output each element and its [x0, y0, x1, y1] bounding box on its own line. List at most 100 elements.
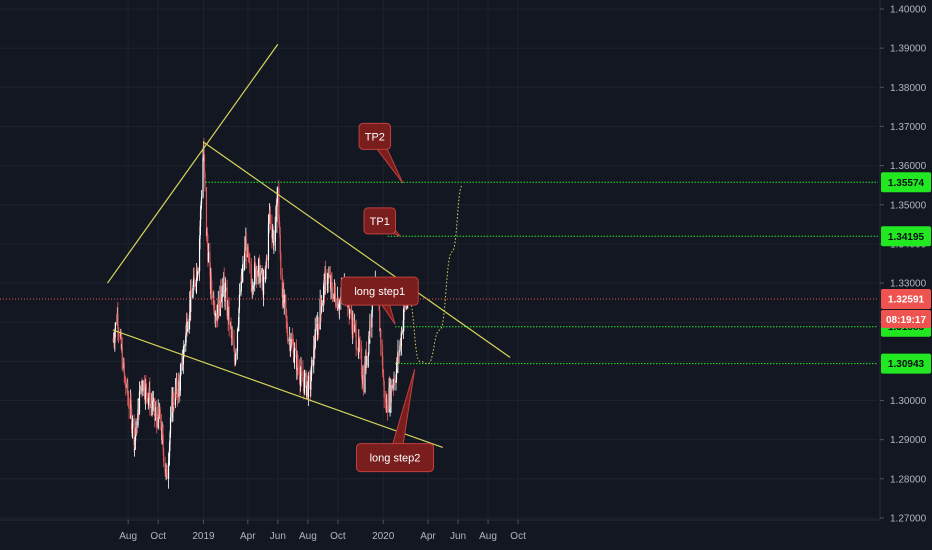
candle-body: [240, 274, 243, 290]
candle-body: [196, 273, 199, 278]
callout-TP1[interactable]: TP1: [363, 207, 401, 237]
trendline-1[interactable]: [107, 43, 279, 284]
candle-body: [361, 375, 363, 381]
candle-body: [403, 307, 405, 321]
candle-body: [221, 286, 223, 300]
trendline-2[interactable]: [203, 141, 511, 358]
x-tick-label: Aug: [119, 531, 137, 542]
candle-body: [333, 293, 335, 300]
candle-body: [266, 257, 268, 261]
candle-body: [145, 382, 147, 384]
candle-body: [245, 239, 247, 257]
candle-body: [383, 380, 385, 399]
time-axis[interactable]: Aug Oct 2019 Apr Jun Aug Oct 2020 Apr Jun Aug Oct: [0, 519, 880, 542]
candle-body: [178, 378, 180, 398]
candle-body: [265, 265, 267, 270]
candle-body: [330, 277, 333, 283]
candle-body: [159, 408, 161, 423]
candle-body: [242, 264, 244, 273]
callout-long-step2[interactable]: long step2: [356, 369, 435, 473]
candle-body: [230, 323, 232, 330]
price-axis[interactable]: 1.40000 1.39000 1.38000 1.37000 1.36000 1.350…: [879, 0, 932, 550]
candle-body: [168, 457, 170, 462]
candle-body: [279, 234, 281, 255]
countdown-badge: [881, 310, 931, 329]
candle-body: [178, 378, 180, 381]
candle-body: [285, 308, 287, 319]
candle-body: [131, 408, 133, 429]
projection-path[interactable]: [408, 184, 463, 365]
candle-body: [168, 443, 171, 458]
candle-body: [224, 289, 226, 302]
candle-body: [182, 357, 184, 365]
callout-text: long step1: [354, 286, 405, 298]
candle-body: [269, 214, 272, 224]
candle-body: [235, 351, 237, 356]
candle-body: [220, 285, 222, 302]
candle-body: [392, 384, 394, 389]
candle-body: [313, 344, 315, 366]
callout-long-step1[interactable]: long step1: [340, 276, 419, 325]
candle-body: [320, 299, 322, 307]
candle-body: [214, 313, 216, 317]
candle-body: [261, 270, 263, 282]
candle-body: [290, 346, 292, 351]
candle-body: [402, 330, 404, 334]
candle-body: [368, 335, 370, 353]
candle-body: [190, 289, 192, 312]
candle-body: [386, 399, 388, 412]
candle-body: [243, 260, 245, 265]
candle-body: [279, 227, 281, 235]
candle-body: [382, 373, 384, 378]
y-tick-label: 1.27000: [890, 513, 927, 524]
candle-body: [310, 366, 312, 382]
callout-box: [340, 276, 419, 306]
candle-body: [186, 318, 188, 332]
x-tick-label: Oct: [510, 531, 526, 542]
x-tick-label: 2020: [372, 531, 395, 542]
candle-body: [304, 372, 306, 378]
y-tick-label: 1.37000: [890, 122, 927, 133]
candle-body: [202, 158, 204, 198]
level-badge-label: 1.35574: [888, 178, 925, 189]
price-axis-panel: [880, 0, 932, 550]
candle-body: [358, 336, 360, 346]
y-tick-label: 1.36000: [890, 161, 927, 172]
callout-box: [356, 443, 435, 473]
candle-body: [206, 232, 209, 244]
callout-TP2[interactable]: TP2: [358, 122, 404, 184]
candle-body: [140, 385, 142, 392]
candle-body: [364, 362, 366, 393]
candle-body: [169, 433, 171, 444]
candle-body: [134, 435, 137, 441]
candles: [112, 137, 409, 489]
candle-body: [289, 337, 291, 351]
candle-body: [238, 294, 241, 309]
candle-body: [379, 310, 381, 332]
candle-body: [125, 384, 127, 388]
candle-body: [207, 252, 210, 262]
candle-body: [273, 241, 275, 246]
annotations: TP2 TP1 long step1 long step2: [340, 122, 435, 473]
candle-body: [268, 215, 270, 224]
candle-body: [252, 285, 254, 290]
y-tick-label: 1.39000: [890, 44, 927, 55]
candle-body: [179, 374, 181, 391]
candle-body: [287, 333, 289, 341]
candle-body: [354, 324, 356, 326]
candle-body: [154, 398, 156, 416]
candle-body: [251, 283, 253, 291]
candle-body: [396, 358, 398, 370]
trendline-3[interactable]: [112, 329, 443, 449]
candle-body: [135, 421, 137, 436]
candle-body: [259, 259, 261, 283]
candle-body: [187, 328, 189, 332]
candle-body: [276, 187, 278, 203]
candle-body: [310, 381, 312, 390]
candle-body: [248, 254, 250, 256]
x-tick-label: Apr: [420, 531, 436, 542]
candle-body: [366, 356, 368, 366]
candle-body: [233, 350, 236, 363]
